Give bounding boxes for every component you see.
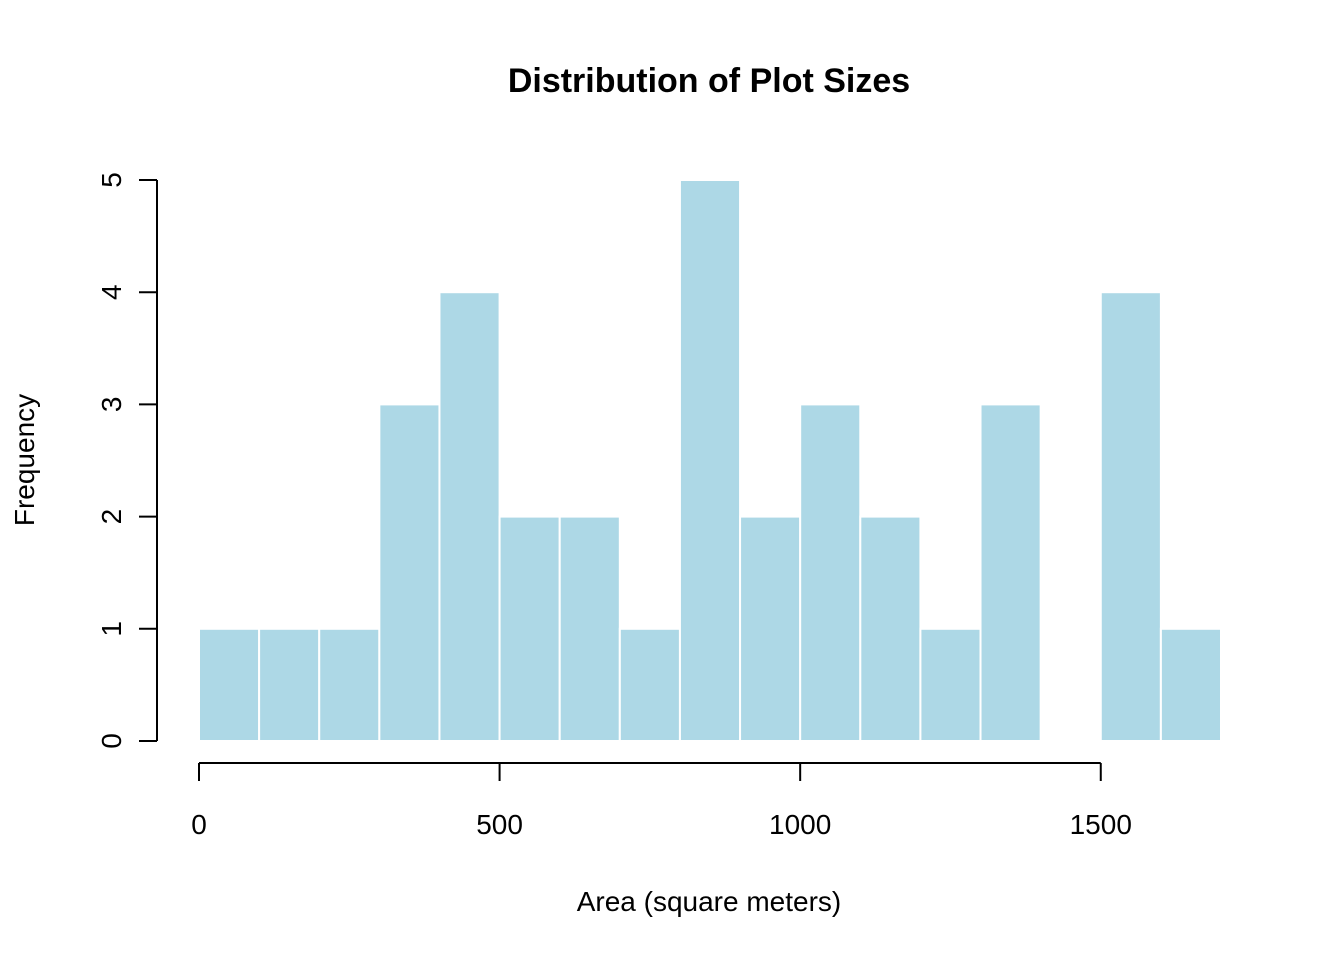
histogram-bar-600-700 [558,515,621,742]
y-tick-label: 4 [96,284,127,300]
histogram-bar-400-500 [438,291,501,742]
histogram-bar-500-600 [498,515,561,742]
y-axis: 0 1 2 3 4 5 [96,172,158,749]
histogram-bar-300-400 [378,403,441,742]
histogram-bar-1100-1200 [859,515,922,742]
y-tick-label: 3 [96,397,127,413]
x-tick-label: 500 [476,809,523,840]
y-tick-label: 2 [96,509,127,525]
histogram-bar-100-200 [258,627,321,742]
histogram-bar-1500-1600 [1099,291,1162,742]
histogram-bar-1300-1400 [979,403,1042,742]
histogram-bar-1200-1300 [919,627,982,742]
x-tick-label: 1000 [769,809,831,840]
histogram-bar-700-800 [618,627,681,742]
x-tick-label: 1500 [1070,809,1132,840]
x-axis: 0 500 1000 1500 [191,762,1132,840]
histogram-bar-800-900 [678,179,742,742]
y-tick-label: 0 [96,733,127,749]
x-tick-label: 0 [191,809,207,840]
y-tick-label: 1 [96,621,127,637]
histogram-bar-200-300 [318,627,381,742]
histogram-bar-1000-1100 [799,403,862,742]
histogram-bar-1600-1700 [1159,627,1222,742]
chart-title: Distribution of Plot Sizes [508,62,910,100]
y-tick-label: 5 [96,172,127,188]
x-axis-label: Area (square meters) [577,886,842,917]
histogram-bar-900-1000 [739,515,802,742]
y-axis-label: Frequency [9,394,40,526]
histogram-bars [198,179,1222,742]
histogram-bar-0-100 [198,627,261,742]
